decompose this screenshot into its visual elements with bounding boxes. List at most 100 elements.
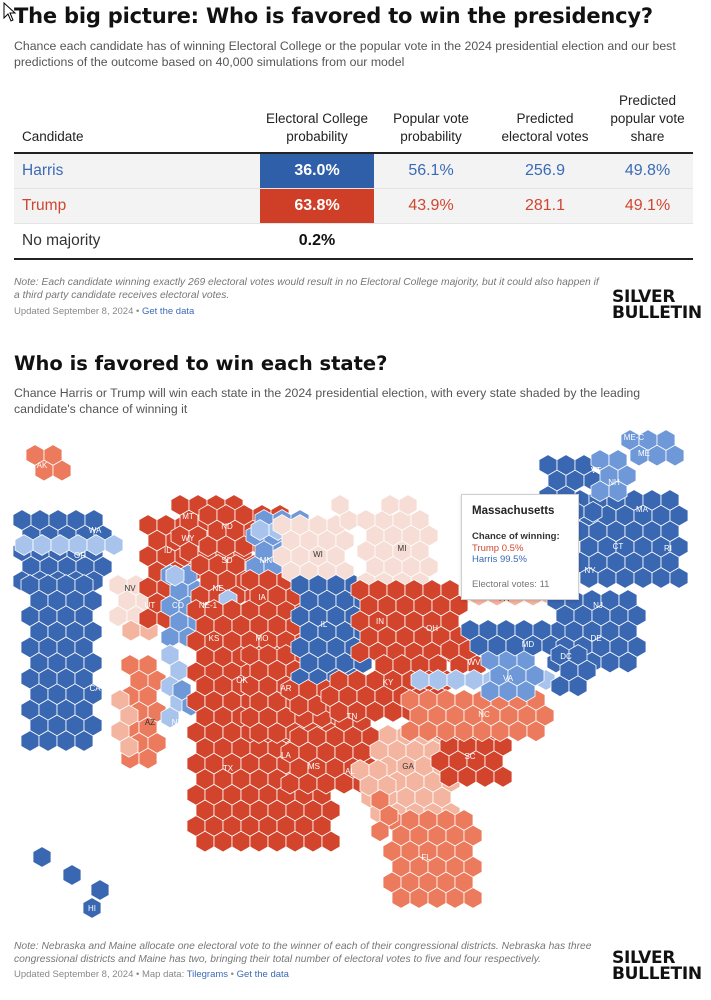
state-hex[interactable] — [165, 564, 185, 587]
map-get-data-link[interactable]: Get the data — [236, 969, 289, 980]
tooltip-state-name: Massachusetts — [472, 505, 555, 517]
state-hex[interactable] — [669, 567, 689, 589]
state-hex[interactable] — [74, 730, 94, 752]
state-hex[interactable] — [82, 897, 102, 919]
state-hex[interactable] — [370, 820, 390, 843]
state-label-va: VA — [503, 674, 514, 683]
state-label-nj: NJ — [593, 601, 603, 610]
table-note: Note: Each candidate winning exactly 269… — [14, 277, 599, 301]
state-label-wi: WI — [313, 550, 323, 559]
state-label-ak: AK — [37, 461, 48, 470]
state-label-in: IN — [376, 617, 384, 626]
state-label-me-c: ME-C — [624, 433, 645, 442]
state-label-ky: KY — [383, 678, 394, 687]
pred-ev-cell: 256.9 — [488, 153, 602, 189]
state-label-nd: ND — [221, 522, 233, 531]
map-updated: Updated September 8, 2024 • Map data: Ti… — [14, 969, 289, 980]
map-updated-text: Updated September 8, 2024 • Map data: — [14, 969, 187, 980]
state-label-ia: IA — [258, 593, 266, 602]
state-hex[interactable] — [119, 735, 139, 758]
pv-prob-cell: 56.1% — [374, 153, 488, 189]
silver-bulletin-logo: SILVER BULLETIN — [612, 287, 702, 322]
state-label-ut: UT — [145, 601, 156, 610]
state-hex[interactable] — [665, 444, 685, 467]
silver-bulletin-logo-2: SILVER BULLETIN — [612, 950, 702, 984]
state-label-mo: MO — [256, 634, 269, 643]
state-hex[interactable] — [516, 680, 536, 703]
state-label-ks: KS — [209, 634, 220, 643]
state-hex[interactable] — [62, 864, 82, 886]
state-hex[interactable] — [618, 651, 638, 674]
state-label-de: DE — [590, 634, 601, 643]
col-pred-ev: Predicted electoral votes — [488, 92, 602, 154]
pred-share-cell — [602, 223, 693, 260]
state-hex[interactable] — [104, 534, 124, 556]
tooltip-electoral-votes: Electoral votes: 11 — [472, 579, 550, 590]
state-label-wy: WY — [182, 534, 196, 543]
state-label-ma: MA — [636, 505, 649, 514]
state-label-mn: MN — [260, 556, 273, 565]
state-label-dc: DC — [560, 652, 572, 661]
state-hex[interactable] — [138, 747, 158, 770]
state-label-la: LA — [281, 751, 291, 760]
tilegrams-link[interactable]: Tilegrams — [186, 969, 229, 980]
state-label-nv: NV — [124, 584, 136, 593]
table-row: Trump 63.8% 43.9% 281.1 49.1% — [14, 188, 693, 224]
state-hex[interactable] — [90, 879, 110, 901]
get-data-link[interactable]: Get the data — [141, 306, 195, 317]
ec-prob-cell: 0.2% — [260, 223, 374, 260]
state-label-wv: WV — [468, 658, 482, 667]
tooltip-harris: Harris 99.5% — [472, 554, 527, 565]
candidate-name: No majority — [14, 223, 260, 260]
state-hex[interactable] — [463, 887, 483, 909]
state-label-tx: TX — [223, 764, 234, 773]
state-label-az: AZ — [145, 718, 155, 727]
state-hex[interactable] — [32, 846, 52, 868]
state-hex[interactable] — [160, 706, 180, 729]
state-label-ms: MS — [308, 762, 320, 771]
state-label-al: AL — [345, 767, 355, 776]
state-label-fl: FL — [421, 853, 431, 862]
state-label-me: ME — [638, 449, 650, 458]
state-label-mt: MT — [182, 512, 194, 521]
state-label-il: IL — [321, 620, 328, 629]
state-label-ri: RI — [664, 544, 672, 553]
state-label-wa: WA — [89, 526, 102, 535]
updated-text: Updated September 8, 2024 — [14, 306, 134, 317]
state-hex[interactable] — [398, 494, 418, 516]
state-label-ar: AR — [280, 684, 291, 693]
pred-ev-cell — [488, 223, 602, 260]
state-label-ct: CT — [613, 542, 624, 551]
state-label-nm: NM — [172, 718, 185, 727]
state-label-or: OR — [74, 551, 86, 560]
state-label-tn: TN — [347, 712, 358, 721]
state-label-ne: NE — [212, 584, 223, 593]
logo-line-2: BULLETIN — [612, 964, 702, 984]
state-hex[interactable] — [583, 500, 603, 523]
state-hex[interactable] — [52, 459, 72, 482]
state-hex[interactable] — [526, 720, 546, 743]
page-subtitle: Chance each candidate has of winning Ele… — [14, 39, 676, 69]
table-row: No majority 0.2% — [14, 223, 693, 260]
state-hex[interactable] — [321, 830, 341, 853]
map-note: Note: Nebraska and Maine allocate one el… — [14, 941, 592, 965]
page-title: The big picture: Who is favored to win t… — [14, 4, 653, 28]
state-label-md: MD — [522, 640, 535, 649]
state-label-ga: GA — [402, 762, 414, 771]
state-hex[interactable] — [493, 765, 513, 788]
state-label-hi: HI — [88, 904, 96, 913]
candidate-name: Harris — [14, 153, 260, 189]
state-hex[interactable] — [568, 675, 588, 698]
state-label-co: CO — [172, 601, 184, 610]
col-ec-prob: Electoral College probability — [260, 92, 374, 154]
mouse-cursor-icon — [3, 2, 17, 22]
state-label-mi: MI — [398, 544, 407, 553]
state-label-nc: NC — [478, 710, 490, 719]
pv-prob-cell — [374, 223, 488, 260]
ec-prob-cell: 36.0% — [260, 153, 374, 189]
col-candidate: Candidate — [14, 92, 260, 154]
state-label-sd: SD — [221, 556, 232, 565]
logo-line-1: SILVER — [612, 287, 676, 307]
state-hex[interactable] — [608, 480, 628, 503]
state-label-vt: VT — [591, 466, 601, 475]
